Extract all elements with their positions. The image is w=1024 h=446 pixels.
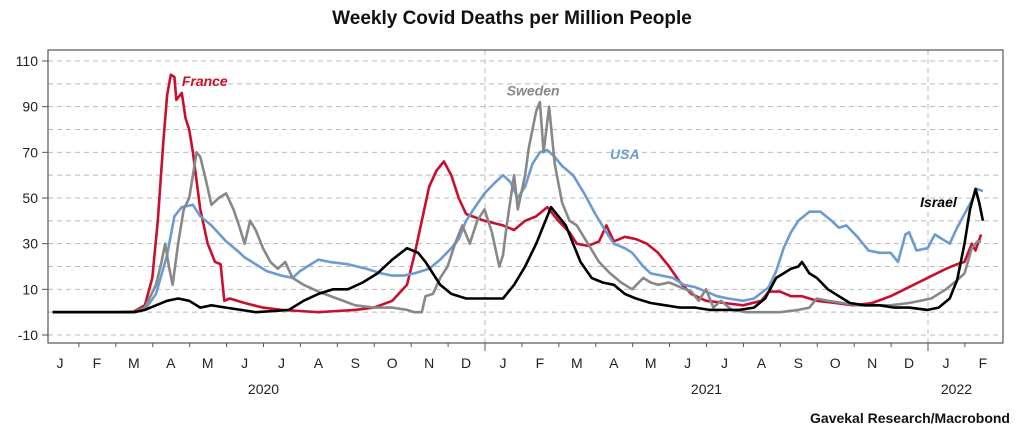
series-line-france: [52, 73, 983, 314]
series-labels: France USA Sweden Israel: [182, 73, 958, 210]
y-tick-label: 70: [22, 144, 38, 160]
y-tick-label: 10: [22, 281, 38, 297]
series-line-sweden: [52, 100, 982, 314]
x-tick-label: F: [536, 355, 545, 371]
year-label: 2020: [248, 381, 279, 397]
x-tick-label: M: [571, 355, 583, 371]
series-label-israel: Israel: [920, 194, 958, 210]
source-note: Gavekal Research/Macrobond: [810, 410, 1010, 426]
y-tick-label: -10: [18, 327, 38, 343]
x-tick-label: J: [721, 355, 728, 371]
series-lines: [52, 73, 985, 314]
x-tick-label: J: [500, 355, 507, 371]
chart-title: Weekly Covid Deaths per Million People: [332, 8, 692, 29]
x-tick-label: N: [424, 355, 434, 371]
x-tick-label: M: [128, 355, 140, 371]
x-tick-label: A: [609, 355, 619, 371]
x-tick-label: S: [351, 355, 360, 371]
y-tick-label: 110: [16, 53, 39, 69]
plot-frame: [47, 49, 1004, 344]
x-tick-label: D: [461, 355, 471, 371]
x-tick-label: J: [278, 355, 285, 371]
x-tick-label: A: [166, 355, 176, 371]
x-tick-label: J: [241, 355, 248, 371]
x-tick-label: D: [904, 355, 914, 371]
x-tick-label: J: [684, 355, 691, 371]
series-label-sweden: Sweden: [507, 82, 560, 98]
x-tick-label: J: [943, 355, 950, 371]
series-label-usa: USA: [610, 146, 640, 162]
x-tick-label: F: [979, 355, 988, 371]
y-tick-label: 30: [22, 236, 38, 252]
x-tick-label: M: [645, 355, 657, 371]
x-tick-label: S: [794, 355, 803, 371]
x-axis: J F M A M J J A S O N D J F M A M J J A S O N D J F 2020 2021 2022: [57, 343, 988, 397]
y-tick-label: 90: [22, 99, 38, 115]
x-tick-label: O: [830, 355, 841, 371]
x-tick-label: A: [314, 355, 324, 371]
year-label: 2021: [691, 381, 722, 397]
y-tick-label: 50: [22, 190, 38, 206]
x-tick-label: A: [757, 355, 767, 371]
x-tick-label: O: [387, 355, 398, 371]
x-tick-label: J: [57, 355, 64, 371]
series-label-france: France: [182, 73, 228, 89]
y-axis: -10 10 30 50 70 90 110: [16, 53, 48, 343]
series-line-israel: [52, 187, 985, 314]
x-tick-label: F: [93, 355, 102, 371]
x-tick-label: N: [867, 355, 877, 371]
year-label: 2022: [941, 381, 972, 397]
x-tick-label: M: [202, 355, 214, 371]
series-line-usa: [52, 148, 984, 314]
